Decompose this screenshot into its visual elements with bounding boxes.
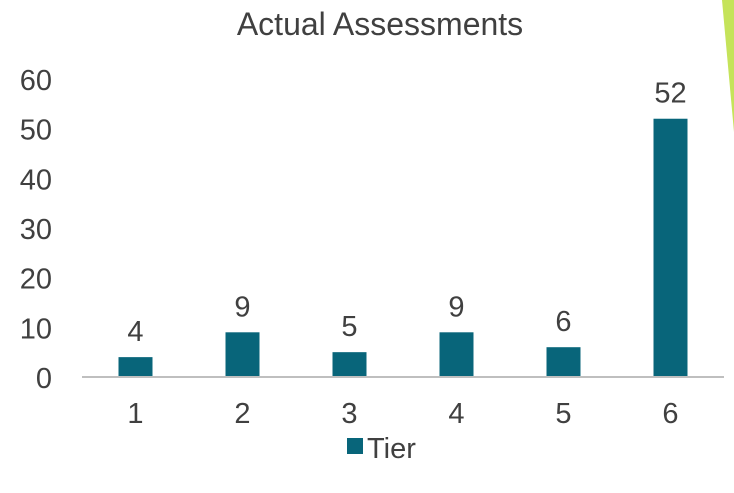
- legend: Tier: [347, 433, 416, 465]
- y-tick-label: 20: [20, 264, 52, 296]
- data-label: 9: [234, 291, 250, 323]
- bar: [439, 332, 474, 377]
- y-tick-label: 10: [20, 313, 52, 345]
- x-tick-label: 5: [555, 398, 571, 430]
- bar: [653, 118, 688, 377]
- data-label: 5: [341, 311, 357, 343]
- bar: [118, 357, 153, 377]
- x-tick-label: 1: [127, 398, 143, 430]
- x-tick-label: 4: [448, 398, 464, 430]
- data-label: 52: [654, 78, 686, 110]
- x-tick-label: 3: [341, 398, 357, 430]
- data-labels: 4 9 5 9 6 52: [127, 78, 686, 348]
- bar: [225, 332, 260, 377]
- data-label: 4: [127, 316, 143, 348]
- bars: [118, 118, 688, 377]
- data-label: 6: [555, 306, 571, 338]
- y-tick-label: 0: [36, 363, 52, 395]
- bar: [546, 347, 581, 377]
- y-tick-label: 30: [20, 214, 52, 246]
- decorative-accent-shape: [722, 0, 734, 132]
- x-axis-ticks: 1 2 3 4 5 6: [127, 398, 678, 430]
- x-tick-label: 2: [234, 398, 250, 430]
- bar: [332, 352, 367, 377]
- y-tick-label: 60: [20, 65, 52, 97]
- x-tick-label: 6: [662, 398, 678, 430]
- legend-label: Tier: [367, 433, 416, 465]
- y-tick-label: 50: [20, 115, 52, 147]
- chart-title: Actual Assessments: [237, 6, 523, 42]
- legend-swatch: [347, 438, 363, 454]
- y-tick-label: 40: [20, 164, 52, 196]
- data-label: 9: [448, 291, 464, 323]
- y-axis-ticks: 0 10 20 30 40 50 60: [20, 65, 52, 395]
